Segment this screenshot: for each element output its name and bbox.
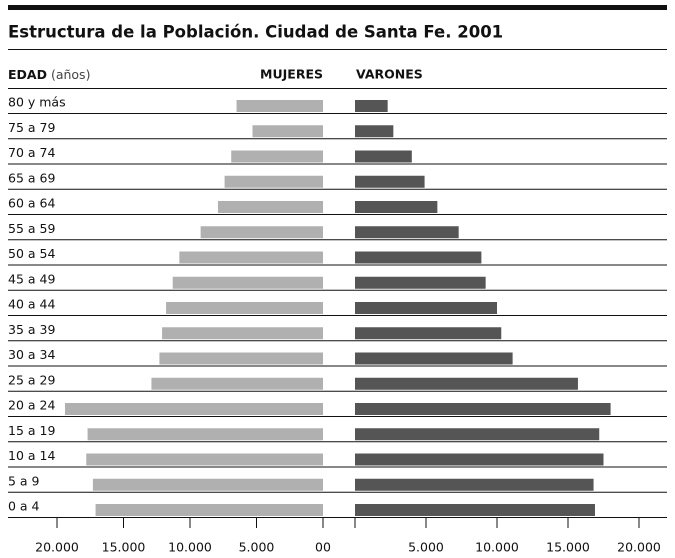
bar xyxy=(200,226,323,239)
bar xyxy=(231,150,323,163)
bar xyxy=(355,352,513,365)
x-tick-label: 10.000 xyxy=(168,540,212,555)
bar xyxy=(355,251,482,264)
x-tick-label: 00 xyxy=(315,540,331,555)
bar xyxy=(355,150,412,163)
x-tick-label: 20.000 xyxy=(35,540,79,555)
category-label: 25 a 29 xyxy=(8,372,55,387)
bar xyxy=(355,276,486,289)
bar xyxy=(151,377,323,390)
bar xyxy=(224,175,323,188)
x-tick-label: 5.000 xyxy=(408,540,444,555)
bar xyxy=(92,478,323,491)
bar xyxy=(355,201,438,213)
category-label: 50 a 54 xyxy=(8,246,55,261)
category-label: 65 a 69 xyxy=(8,170,55,185)
category-label: 15 a 19 xyxy=(8,423,55,438)
category-label: 5 a 9 xyxy=(8,473,40,488)
bar xyxy=(252,125,323,138)
category-label: 40 a 44 xyxy=(8,297,55,312)
bar xyxy=(355,125,394,138)
category-label: 35 a 39 xyxy=(8,322,55,337)
bar xyxy=(172,276,323,289)
bar xyxy=(95,504,323,516)
bar xyxy=(87,428,323,441)
bar xyxy=(159,352,323,365)
chart-title: Estructura de la Población. Ciudad de Sa… xyxy=(8,23,503,42)
bar xyxy=(355,478,594,491)
x-tick-label: 5.000 xyxy=(239,540,275,555)
category-unit: (años) xyxy=(51,67,91,82)
legend-left: MUJERES xyxy=(260,67,323,82)
category-label: 0 a 4 xyxy=(8,499,40,514)
bar xyxy=(162,327,323,340)
bar xyxy=(217,201,323,213)
bar xyxy=(355,100,388,112)
bar xyxy=(236,100,323,112)
legend-right: VARONES xyxy=(356,67,423,82)
bar xyxy=(355,377,578,390)
bar xyxy=(355,504,595,516)
category-label: 75 a 79 xyxy=(8,120,55,135)
category-label: 70 a 74 xyxy=(8,145,55,160)
category-label: 80 y más xyxy=(8,95,66,110)
x-tick-label: 20.000 xyxy=(617,540,661,555)
category-label: 45 a 49 xyxy=(8,271,55,286)
x-tick-label: 15.000 xyxy=(546,540,590,555)
bar xyxy=(355,403,611,415)
category-header: EDAD (años) xyxy=(8,67,90,82)
x-tick-label: 15.000 xyxy=(102,540,146,555)
bar xyxy=(355,226,459,239)
category-label: 55 a 59 xyxy=(8,221,55,236)
category-label: 10 a 14 xyxy=(8,448,55,463)
bar xyxy=(355,302,497,314)
bar xyxy=(86,453,323,466)
x-tick-label: 10.000 xyxy=(475,540,519,555)
bar xyxy=(166,302,323,314)
bar xyxy=(355,175,425,188)
category-label: 60 a 64 xyxy=(8,196,55,211)
bar xyxy=(179,251,323,264)
category-label: 30 a 34 xyxy=(8,347,55,362)
bar xyxy=(355,327,502,340)
category-label: 20 a 24 xyxy=(8,398,55,413)
bar xyxy=(355,428,600,441)
category-label: EDAD xyxy=(8,67,47,82)
bar xyxy=(355,453,604,466)
top-rule xyxy=(8,5,667,10)
bar xyxy=(64,403,323,415)
